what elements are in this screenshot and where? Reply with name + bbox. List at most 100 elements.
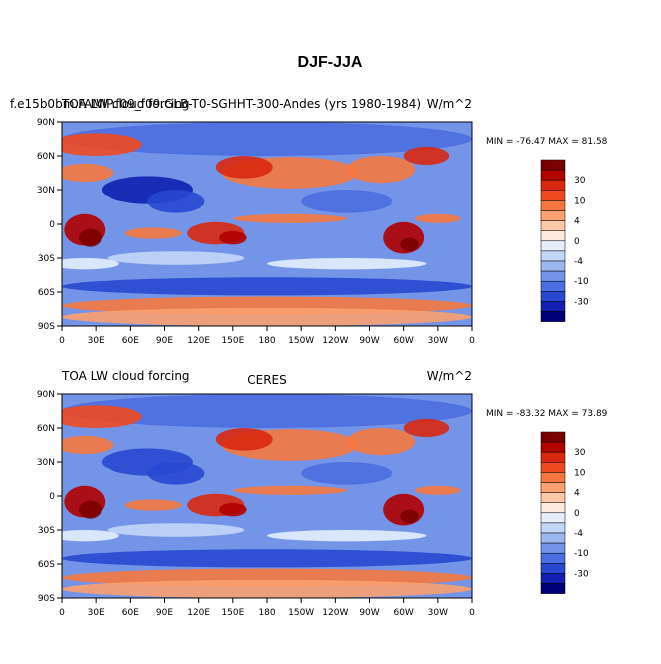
y-tick-label: 60N	[37, 424, 55, 434]
colorbar-box	[540, 270, 566, 282]
x-tick-label: 30E	[88, 608, 105, 618]
field-blob	[403, 146, 450, 166]
colorbar-box	[540, 179, 566, 191]
field-blob	[62, 258, 119, 270]
colorbar-label: -4	[574, 257, 583, 267]
field-blob	[267, 228, 359, 243]
x-tick-label: 0	[59, 336, 65, 346]
x-tick-label: 90E	[156, 336, 173, 346]
field-blob	[219, 230, 247, 245]
y-tick-label: 90S	[38, 322, 55, 332]
colorbar-box	[540, 573, 566, 584]
x-tick-label: 150E	[221, 608, 244, 618]
x-tick-label: 150E	[221, 336, 244, 346]
field	[62, 122, 472, 326]
colorbar-label: -10	[574, 549, 589, 559]
colorbar-box	[540, 583, 566, 594]
y-tick-label: 30N	[37, 186, 55, 196]
colorbar-box	[540, 311, 566, 322]
field-blob	[62, 307, 472, 326]
field-blob	[147, 462, 205, 485]
colorbar-label: 4	[574, 489, 580, 499]
colorbar-box	[540, 502, 566, 514]
y-tick-label: 90N	[37, 390, 55, 400]
colorbar-label: 0	[574, 237, 580, 247]
colorbar-box	[540, 522, 566, 534]
field-blob	[267, 500, 359, 515]
colorbar-box	[540, 169, 566, 181]
colorbar-box	[540, 200, 566, 211]
x-tick-label: 60E	[122, 608, 139, 618]
field-blob	[79, 228, 102, 247]
field-blob	[107, 251, 245, 265]
field-blob	[147, 190, 205, 213]
field-blob	[400, 237, 419, 252]
colorbar-box	[540, 472, 566, 483]
field-blob	[62, 405, 142, 428]
x-tick-label: 0	[469, 608, 475, 618]
center-string: CERES	[247, 373, 287, 387]
colorbar-box	[540, 441, 566, 453]
colorbar-box	[540, 291, 566, 302]
x-tick-label: 60W	[393, 336, 413, 346]
field-blob	[267, 258, 427, 270]
field-blob	[62, 435, 114, 455]
field-blob	[267, 530, 427, 542]
field-blob	[215, 428, 273, 451]
colorbar-box	[540, 240, 566, 252]
x-tick-label: 90E	[156, 608, 173, 618]
field-blob	[79, 500, 102, 519]
colorbar-label: -10	[574, 277, 589, 287]
x-tick-label: 120E	[187, 608, 210, 618]
colorbar-box	[540, 431, 566, 443]
y-tick-label: 30S	[38, 254, 55, 264]
field-blob	[62, 122, 472, 156]
colorbar-box	[540, 451, 566, 463]
x-tick-label: 30W	[428, 336, 448, 346]
colorbar-label: -4	[574, 529, 583, 539]
colorbar-label: 30	[574, 448, 586, 458]
map-panel: 0 30E 60E 90E 120E 150E 180 150W 120W 90W 60W 30W 0 9…	[37, 369, 608, 618]
x-tick-label: 90W	[359, 608, 379, 618]
field	[62, 394, 472, 598]
field-blob	[124, 227, 182, 239]
colorbar-label: 0	[574, 509, 580, 519]
right-string: W/m^2	[427, 97, 472, 111]
field-blob	[62, 464, 114, 483]
colorbar-label: -30	[574, 569, 589, 579]
x-tick-label: 120W	[322, 608, 348, 618]
left-string: TOA LW cloud forcing	[61, 369, 190, 383]
colorbar-box	[540, 512, 566, 524]
colorbar-label: 4	[574, 217, 580, 227]
x-tick-label: 90W	[359, 336, 379, 346]
x-tick-label: 150W	[288, 608, 314, 618]
stats: MIN = -83.32 MAX = 73.89	[486, 409, 608, 419]
colorbar-box	[540, 250, 566, 262]
field-blob	[346, 156, 416, 184]
field-blob	[415, 485, 461, 495]
y-tick-label: 0	[49, 220, 55, 230]
field-blob	[124, 499, 182, 511]
field-blob	[62, 530, 119, 542]
x-tick-label: 180	[258, 608, 275, 618]
y-tick-label: 30N	[37, 458, 55, 468]
main-string: TOA LW cloud forcing	[61, 97, 190, 111]
field-blob	[62, 192, 114, 211]
field-blob	[62, 394, 472, 428]
field-blob	[400, 509, 419, 524]
x-tick-label: 0	[469, 336, 475, 346]
field-blob	[232, 213, 347, 223]
x-tick-label: 150W	[288, 336, 314, 346]
field-blob	[301, 462, 393, 485]
colorbar-box	[540, 482, 566, 493]
colorbar-box	[540, 260, 566, 272]
y-tick-label: 60N	[37, 152, 55, 162]
right-string: W/m^2	[427, 369, 472, 383]
x-tick-label: 60W	[393, 608, 413, 618]
field-blob	[403, 418, 450, 438]
colorbar: 30 10 4 0 -4 -10 -30	[540, 159, 589, 322]
left-string: f.e15b0bm.FAMIP.f09_f09.GLB-T0-SGHHT-300…	[10, 97, 421, 111]
field-blob	[62, 163, 114, 183]
x-tick-label: 30W	[428, 608, 448, 618]
